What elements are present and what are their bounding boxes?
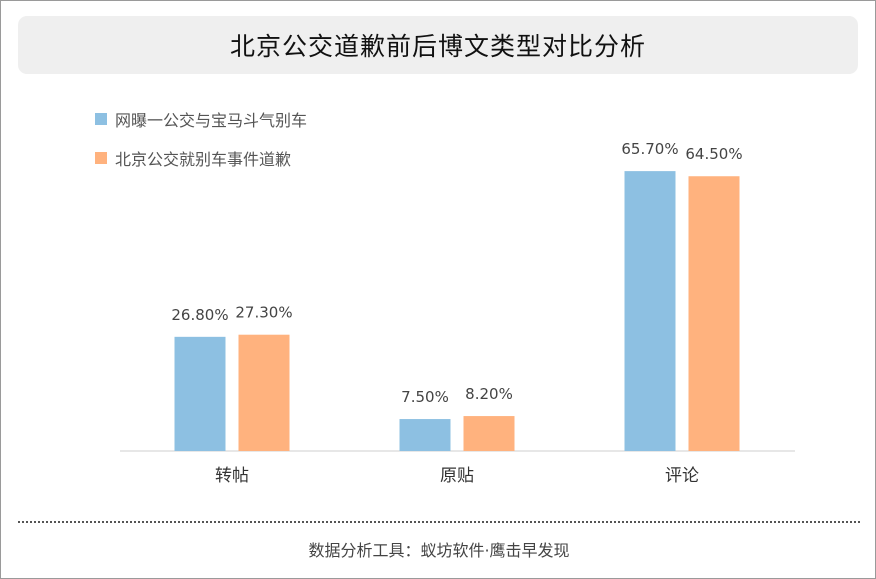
data-label-series-1-原贴: 7.50% <box>401 388 449 406</box>
data-label-series-2-评论: 64.50% <box>685 145 742 163</box>
data-label-series-1-转帖: 26.80% <box>171 306 228 324</box>
title-banner: 北京公交道歉前后博文类型对比分析 <box>18 16 858 74</box>
data-label-series-2-转帖: 27.30% <box>235 304 292 322</box>
data-label-series-2-原贴: 8.20% <box>465 385 513 403</box>
legend-label-series-1: 网曝一公交与宝马斗气别车 <box>115 111 308 130</box>
x-tick-label-转帖: 转帖 <box>215 466 249 486</box>
footer-credit: 数据分析工具：蚁坊软件·鹰击早发现 <box>308 541 570 560</box>
bar-series-2-转帖 <box>238 334 290 451</box>
chart-title: 北京公交道歉前后博文类型对比分析 <box>229 32 646 61</box>
legend-swatch-series-1 <box>95 113 107 125</box>
x-tick-label-原贴: 原贴 <box>440 466 474 486</box>
bar-series-1-转帖 <box>174 336 226 451</box>
legend: 网曝一公交与宝马斗气别车 北京公交就别车事件道歉 <box>95 108 307 186</box>
bar-series-2-原贴 <box>463 416 515 451</box>
data-label-series-1-评论: 65.70% <box>621 140 678 158</box>
footer-divider <box>18 521 860 523</box>
bar-series-2-评论 <box>688 176 740 452</box>
legend-label-series-2: 北京公交就别车事件道歉 <box>115 150 292 169</box>
x-tick-label-评论: 评论 <box>665 466 699 486</box>
legend-item-series-2: 北京公交就别车事件道歉 <box>95 147 307 169</box>
legend-swatch-series-2 <box>95 152 107 164</box>
legend-item-series-1: 网曝一公交与宝马斗气别车 <box>95 108 307 130</box>
bar-series-1-原贴 <box>399 419 451 451</box>
bar-series-1-评论 <box>624 171 676 452</box>
